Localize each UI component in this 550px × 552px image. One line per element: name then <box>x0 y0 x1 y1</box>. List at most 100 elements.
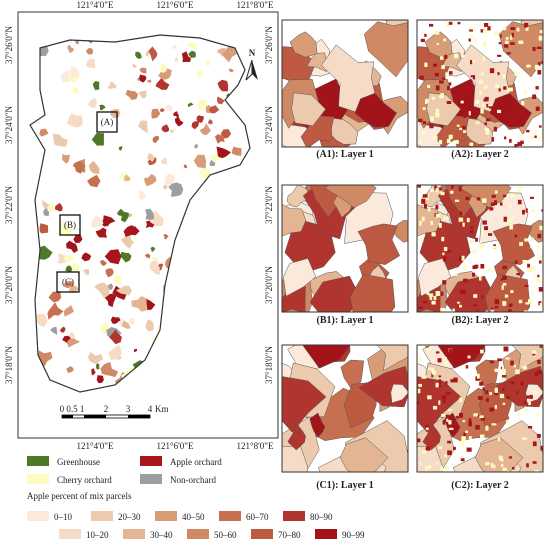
pixel <box>473 294 477 298</box>
pixel <box>510 361 514 366</box>
pixel <box>480 23 483 26</box>
pixel <box>419 190 422 193</box>
class-label: 80–90 <box>310 512 333 522</box>
pixel <box>461 444 464 447</box>
pixel <box>462 55 465 57</box>
pixel <box>514 235 517 238</box>
pixel <box>493 246 496 249</box>
pixel <box>439 140 442 144</box>
pixel <box>447 250 451 253</box>
pixel <box>467 356 470 359</box>
pixel <box>510 290 513 293</box>
pixel <box>480 264 484 269</box>
pixel <box>482 229 484 234</box>
pixel <box>527 267 532 272</box>
legend-swatch <box>140 456 162 466</box>
pixel <box>522 438 527 440</box>
pixel <box>454 273 458 276</box>
pixel <box>481 295 483 298</box>
pixel <box>518 413 521 416</box>
lat-label: 37°20'0"N <box>4 266 14 304</box>
pixel <box>495 369 499 372</box>
pixel <box>478 396 483 400</box>
pixel <box>423 194 428 197</box>
pixel <box>447 139 451 143</box>
pixel <box>500 202 503 205</box>
pixel <box>438 358 442 362</box>
pixel <box>490 361 494 363</box>
pixel <box>491 307 493 310</box>
pixel <box>482 198 487 202</box>
pixel <box>424 63 427 67</box>
pixel <box>504 217 507 222</box>
pixel <box>447 450 452 455</box>
pixel <box>524 89 526 93</box>
pixel <box>419 357 422 361</box>
class-label: 50–60 <box>214 530 237 540</box>
pixel <box>525 26 527 28</box>
pixel <box>489 392 492 395</box>
pixel <box>445 72 448 76</box>
pixel <box>534 136 536 139</box>
pixel <box>467 218 470 222</box>
panel-caption: (C1): Layer 1 <box>316 480 374 491</box>
class-swatch <box>283 511 305 521</box>
pixel <box>518 200 522 204</box>
pixel <box>479 91 482 94</box>
pixel <box>484 99 488 102</box>
pixel <box>518 190 521 193</box>
pixel <box>525 302 529 304</box>
pixel <box>489 207 493 210</box>
pixel <box>497 110 501 113</box>
class-swatch <box>219 511 241 521</box>
pixel <box>449 71 452 74</box>
pixel <box>418 119 423 122</box>
pixel <box>479 276 482 281</box>
pixel <box>502 285 504 290</box>
pixel <box>459 397 462 402</box>
lat-label: 37°18'0"N <box>264 346 274 384</box>
pixel <box>503 403 506 405</box>
pixel <box>477 374 480 379</box>
pixel <box>502 301 506 306</box>
class-label: 60–70 <box>246 512 269 522</box>
pixel <box>459 128 462 130</box>
pixel <box>420 463 422 465</box>
pixel <box>535 276 538 279</box>
pixel <box>466 365 468 368</box>
pixel <box>482 103 485 107</box>
pixel <box>519 242 523 246</box>
lon-label: 121°6'0"E <box>157 0 194 10</box>
pixel <box>500 394 504 398</box>
pixel <box>530 246 533 249</box>
pixel <box>533 47 536 51</box>
pixel <box>443 420 446 425</box>
pixel <box>504 44 508 47</box>
pixel <box>429 124 433 128</box>
pixel <box>526 463 529 467</box>
pixel <box>462 126 466 130</box>
lat-label: 37°22'0"N <box>264 186 274 224</box>
pixel <box>492 195 496 198</box>
pixel <box>428 207 430 211</box>
pixel <box>530 136 535 140</box>
pixel <box>463 279 468 283</box>
pixel <box>423 130 426 134</box>
pixel <box>535 65 539 70</box>
pixel <box>539 261 542 264</box>
pixel <box>520 134 522 138</box>
pixel <box>449 135 453 139</box>
pixel <box>509 118 514 121</box>
panel-patches <box>384 12 550 161</box>
lon-label: 121°8'0"E <box>237 441 274 451</box>
pixel <box>535 413 539 417</box>
pixel <box>536 107 540 111</box>
pixel <box>443 38 446 41</box>
pixel <box>502 366 504 369</box>
pixel <box>502 388 505 391</box>
pixel <box>508 219 512 223</box>
pixel <box>435 113 439 117</box>
pixel <box>515 260 518 264</box>
pixel <box>441 65 445 69</box>
pixel <box>475 425 480 430</box>
